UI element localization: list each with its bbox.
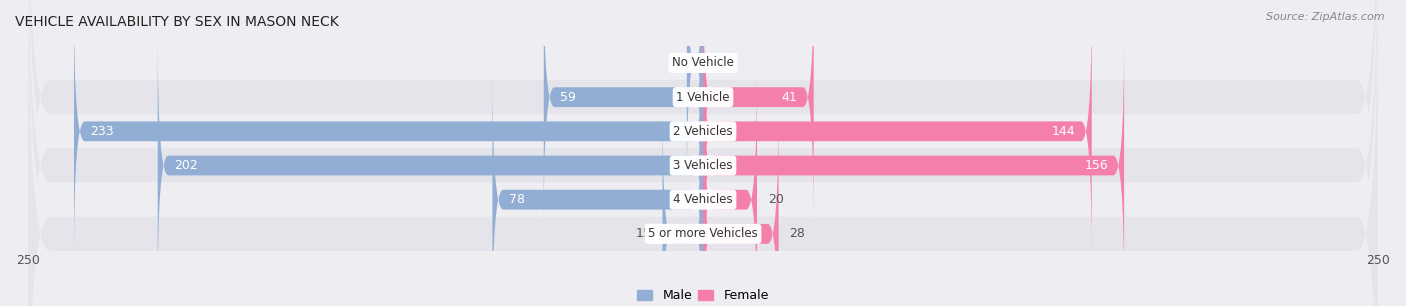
Text: 28: 28 (789, 227, 806, 240)
Text: No Vehicle: No Vehicle (672, 57, 734, 69)
FancyBboxPatch shape (28, 0, 1378, 306)
Text: 78: 78 (509, 193, 524, 206)
Text: 6: 6 (668, 57, 676, 69)
FancyBboxPatch shape (703, 39, 1125, 292)
FancyBboxPatch shape (662, 107, 703, 306)
FancyBboxPatch shape (492, 73, 703, 306)
Text: 156: 156 (1084, 159, 1108, 172)
Text: 202: 202 (174, 159, 198, 172)
FancyBboxPatch shape (28, 0, 1378, 306)
FancyBboxPatch shape (703, 73, 756, 306)
FancyBboxPatch shape (28, 0, 1378, 306)
FancyBboxPatch shape (75, 5, 703, 258)
Text: 20: 20 (768, 193, 783, 206)
Text: 1 Vehicle: 1 Vehicle (676, 91, 730, 104)
FancyBboxPatch shape (28, 0, 1378, 306)
Legend: Male, Female: Male, Female (637, 289, 769, 302)
Text: 5 or more Vehicles: 5 or more Vehicles (648, 227, 758, 240)
FancyBboxPatch shape (544, 0, 703, 224)
FancyBboxPatch shape (703, 0, 814, 224)
Text: 2 Vehicles: 2 Vehicles (673, 125, 733, 138)
FancyBboxPatch shape (157, 39, 703, 292)
FancyBboxPatch shape (703, 107, 779, 306)
Text: 233: 233 (90, 125, 114, 138)
Text: 59: 59 (560, 91, 576, 104)
Text: 4 Vehicles: 4 Vehicles (673, 193, 733, 206)
Text: 15: 15 (636, 227, 652, 240)
Text: Source: ZipAtlas.com: Source: ZipAtlas.com (1267, 12, 1385, 22)
FancyBboxPatch shape (28, 0, 1378, 306)
FancyBboxPatch shape (28, 0, 1378, 306)
Text: 144: 144 (1052, 125, 1076, 138)
Text: 41: 41 (782, 91, 797, 104)
FancyBboxPatch shape (703, 5, 1091, 258)
Text: VEHICLE AVAILABILITY BY SEX IN MASON NECK: VEHICLE AVAILABILITY BY SEX IN MASON NEC… (14, 16, 339, 29)
FancyBboxPatch shape (686, 0, 703, 190)
Text: 0: 0 (714, 57, 721, 69)
Text: 3 Vehicles: 3 Vehicles (673, 159, 733, 172)
